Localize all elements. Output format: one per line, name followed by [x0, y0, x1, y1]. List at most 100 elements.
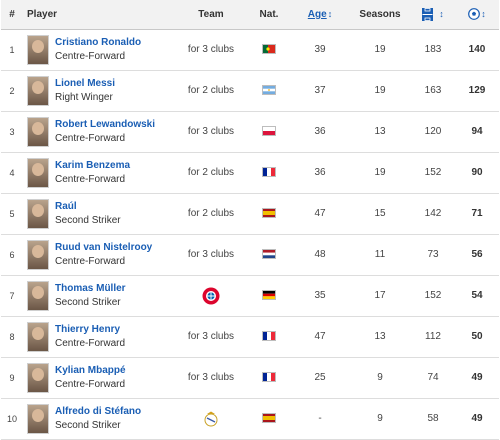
- matches-cell: 58: [411, 398, 455, 440]
- team-cell: for 2 clubs: [175, 70, 247, 112]
- goals-cell: 56: [455, 234, 499, 276]
- portugal-flag-icon: [262, 44, 276, 55]
- age-cell: 47: [291, 193, 349, 235]
- team-clubs-link[interactable]: for 3 clubs: [187, 331, 235, 342]
- rank-cell: 9: [1, 357, 23, 399]
- player-name-link[interactable]: Lionel Messi: [55, 77, 116, 89]
- table-row: 9 Kylian Mbappé Centre-Forward for 3 clu…: [1, 357, 499, 399]
- player-position: Centre-Forward: [55, 378, 126, 390]
- player-name-link[interactable]: Ruud van Nistelrooy: [55, 241, 153, 253]
- player-photo[interactable]: [27, 280, 49, 311]
- matches-cell: 112: [411, 316, 455, 358]
- nationality-cell: [247, 29, 291, 71]
- team-cell: for 3 clubs: [175, 29, 247, 71]
- soccer-ball-icon: [468, 8, 481, 21]
- seasons-cell: 13: [349, 316, 411, 358]
- seasons-cell: 17: [349, 275, 411, 317]
- matches-cell: 142: [411, 193, 455, 235]
- age-cell: -: [291, 398, 349, 440]
- player-cell: Thierry Henry Centre-Forward: [23, 316, 175, 358]
- age-cell: 47: [291, 316, 349, 358]
- player-name-link[interactable]: Alfredo di Stéfano: [55, 405, 142, 417]
- team-clubs-link[interactable]: for 3 clubs: [187, 126, 235, 137]
- player-photo[interactable]: [27, 116, 49, 147]
- player-name-link[interactable]: Raúl: [55, 200, 77, 212]
- pitch-icon: [422, 7, 434, 21]
- player-name-link[interactable]: Thomas Müller: [55, 282, 126, 294]
- table-header: # Player Team Nat. Age↕ Seasons ↕: [1, 0, 499, 30]
- player-name-link[interactable]: Robert Lewandowski: [55, 118, 156, 130]
- goals-cell: 49: [455, 357, 499, 399]
- nationality-cell: [247, 111, 291, 153]
- table-row: 8 Thierry Henry Centre-Forward for 3 clu…: [1, 316, 499, 358]
- table-row: 7 Thomas Müller Second Striker 35 17 152…: [1, 275, 499, 317]
- team-cell: for 2 clubs: [175, 152, 247, 194]
- player-photo[interactable]: [27, 362, 49, 393]
- player-position: Centre-Forward: [55, 50, 126, 62]
- bayern-crest-icon[interactable]: [202, 287, 220, 304]
- seasons-cell: 9: [349, 398, 411, 440]
- goals-cell: 54: [455, 275, 499, 317]
- player-name-link[interactable]: Thierry Henry: [55, 323, 121, 335]
- team-cell: for 2 clubs: [175, 193, 247, 235]
- seasons-cell: 15: [349, 193, 411, 235]
- goals-cell: 140: [455, 29, 499, 71]
- argentina-flag-icon: [262, 85, 276, 96]
- spain-flag-icon: [262, 413, 276, 424]
- header-goals[interactable]: ↕: [455, 0, 499, 30]
- player-photo[interactable]: [27, 239, 49, 270]
- team-clubs-link[interactable]: for 2 clubs: [187, 208, 235, 219]
- age-cell: 35: [291, 275, 349, 317]
- rank-cell: 2: [1, 70, 23, 112]
- table-row: 1 Cristiano Ronaldo Centre-Forward for 3…: [1, 29, 499, 71]
- player-cell: Cristiano Ronaldo Centre-Forward: [23, 29, 175, 71]
- table-row: 5 Raúl Second Striker for 2 clubs 47 15 …: [1, 193, 499, 235]
- rank-cell: 1: [1, 29, 23, 71]
- player-photo[interactable]: [27, 403, 49, 434]
- team-clubs-link[interactable]: for 3 clubs: [187, 44, 235, 55]
- age-sort-link[interactable]: Age: [307, 8, 327, 20]
- matches-cell: 152: [411, 152, 455, 194]
- poland-flag-icon: [262, 126, 276, 137]
- team-clubs-link[interactable]: for 2 clubs: [187, 167, 235, 178]
- player-name-link[interactable]: Kylian Mbappé: [55, 364, 126, 376]
- team-cell: [175, 398, 247, 440]
- player-photo[interactable]: [27, 198, 49, 229]
- team-clubs-link[interactable]: for 3 clubs: [187, 249, 235, 260]
- goals-cell: 94: [455, 111, 499, 153]
- sort-arrows-icon: ↕: [481, 8, 486, 19]
- goals-cell: 129: [455, 70, 499, 112]
- player-cell: Kylian Mbappé Centre-Forward: [23, 357, 175, 399]
- rank-cell: 10: [1, 398, 23, 440]
- player-name-link[interactable]: Karim Benzema: [55, 159, 131, 171]
- header-nationality: Nat.: [247, 0, 291, 30]
- age-cell: 25: [291, 357, 349, 399]
- player-position: Second Striker: [55, 296, 121, 308]
- team-clubs-link[interactable]: for 2 clubs: [187, 85, 235, 96]
- header-team: Team: [175, 0, 247, 30]
- matches-cell: 163: [411, 70, 455, 112]
- player-name-link[interactable]: Cristiano Ronaldo: [55, 36, 142, 48]
- table-row: 10 Alfredo di Stéfano Second Striker - 9…: [1, 398, 499, 440]
- player-position: Centre-Forward: [55, 255, 126, 267]
- goals-cell: 49: [455, 398, 499, 440]
- header-age[interactable]: Age↕: [291, 0, 349, 30]
- player-photo[interactable]: [27, 157, 49, 188]
- france-flag-icon: [262, 167, 276, 178]
- player-photo[interactable]: [27, 34, 49, 65]
- real-madrid-crest-icon[interactable]: [202, 411, 220, 426]
- nationality-cell: [247, 275, 291, 317]
- player-cell: Robert Lewandowski Centre-Forward: [23, 111, 175, 153]
- rank-cell: 6: [1, 234, 23, 276]
- seasons-cell: 9: [349, 357, 411, 399]
- header-matches[interactable]: ↕: [411, 0, 455, 30]
- france-flag-icon: [262, 372, 276, 383]
- player-position: Second Striker: [55, 419, 121, 431]
- player-photo[interactable]: [27, 75, 49, 106]
- france-flag-icon: [262, 331, 276, 342]
- team-clubs-link[interactable]: for 3 clubs: [187, 372, 235, 383]
- player-cell: Raúl Second Striker: [23, 193, 175, 235]
- player-position: Right Winger: [55, 91, 113, 103]
- player-photo[interactable]: [27, 321, 49, 352]
- nationality-cell: [247, 193, 291, 235]
